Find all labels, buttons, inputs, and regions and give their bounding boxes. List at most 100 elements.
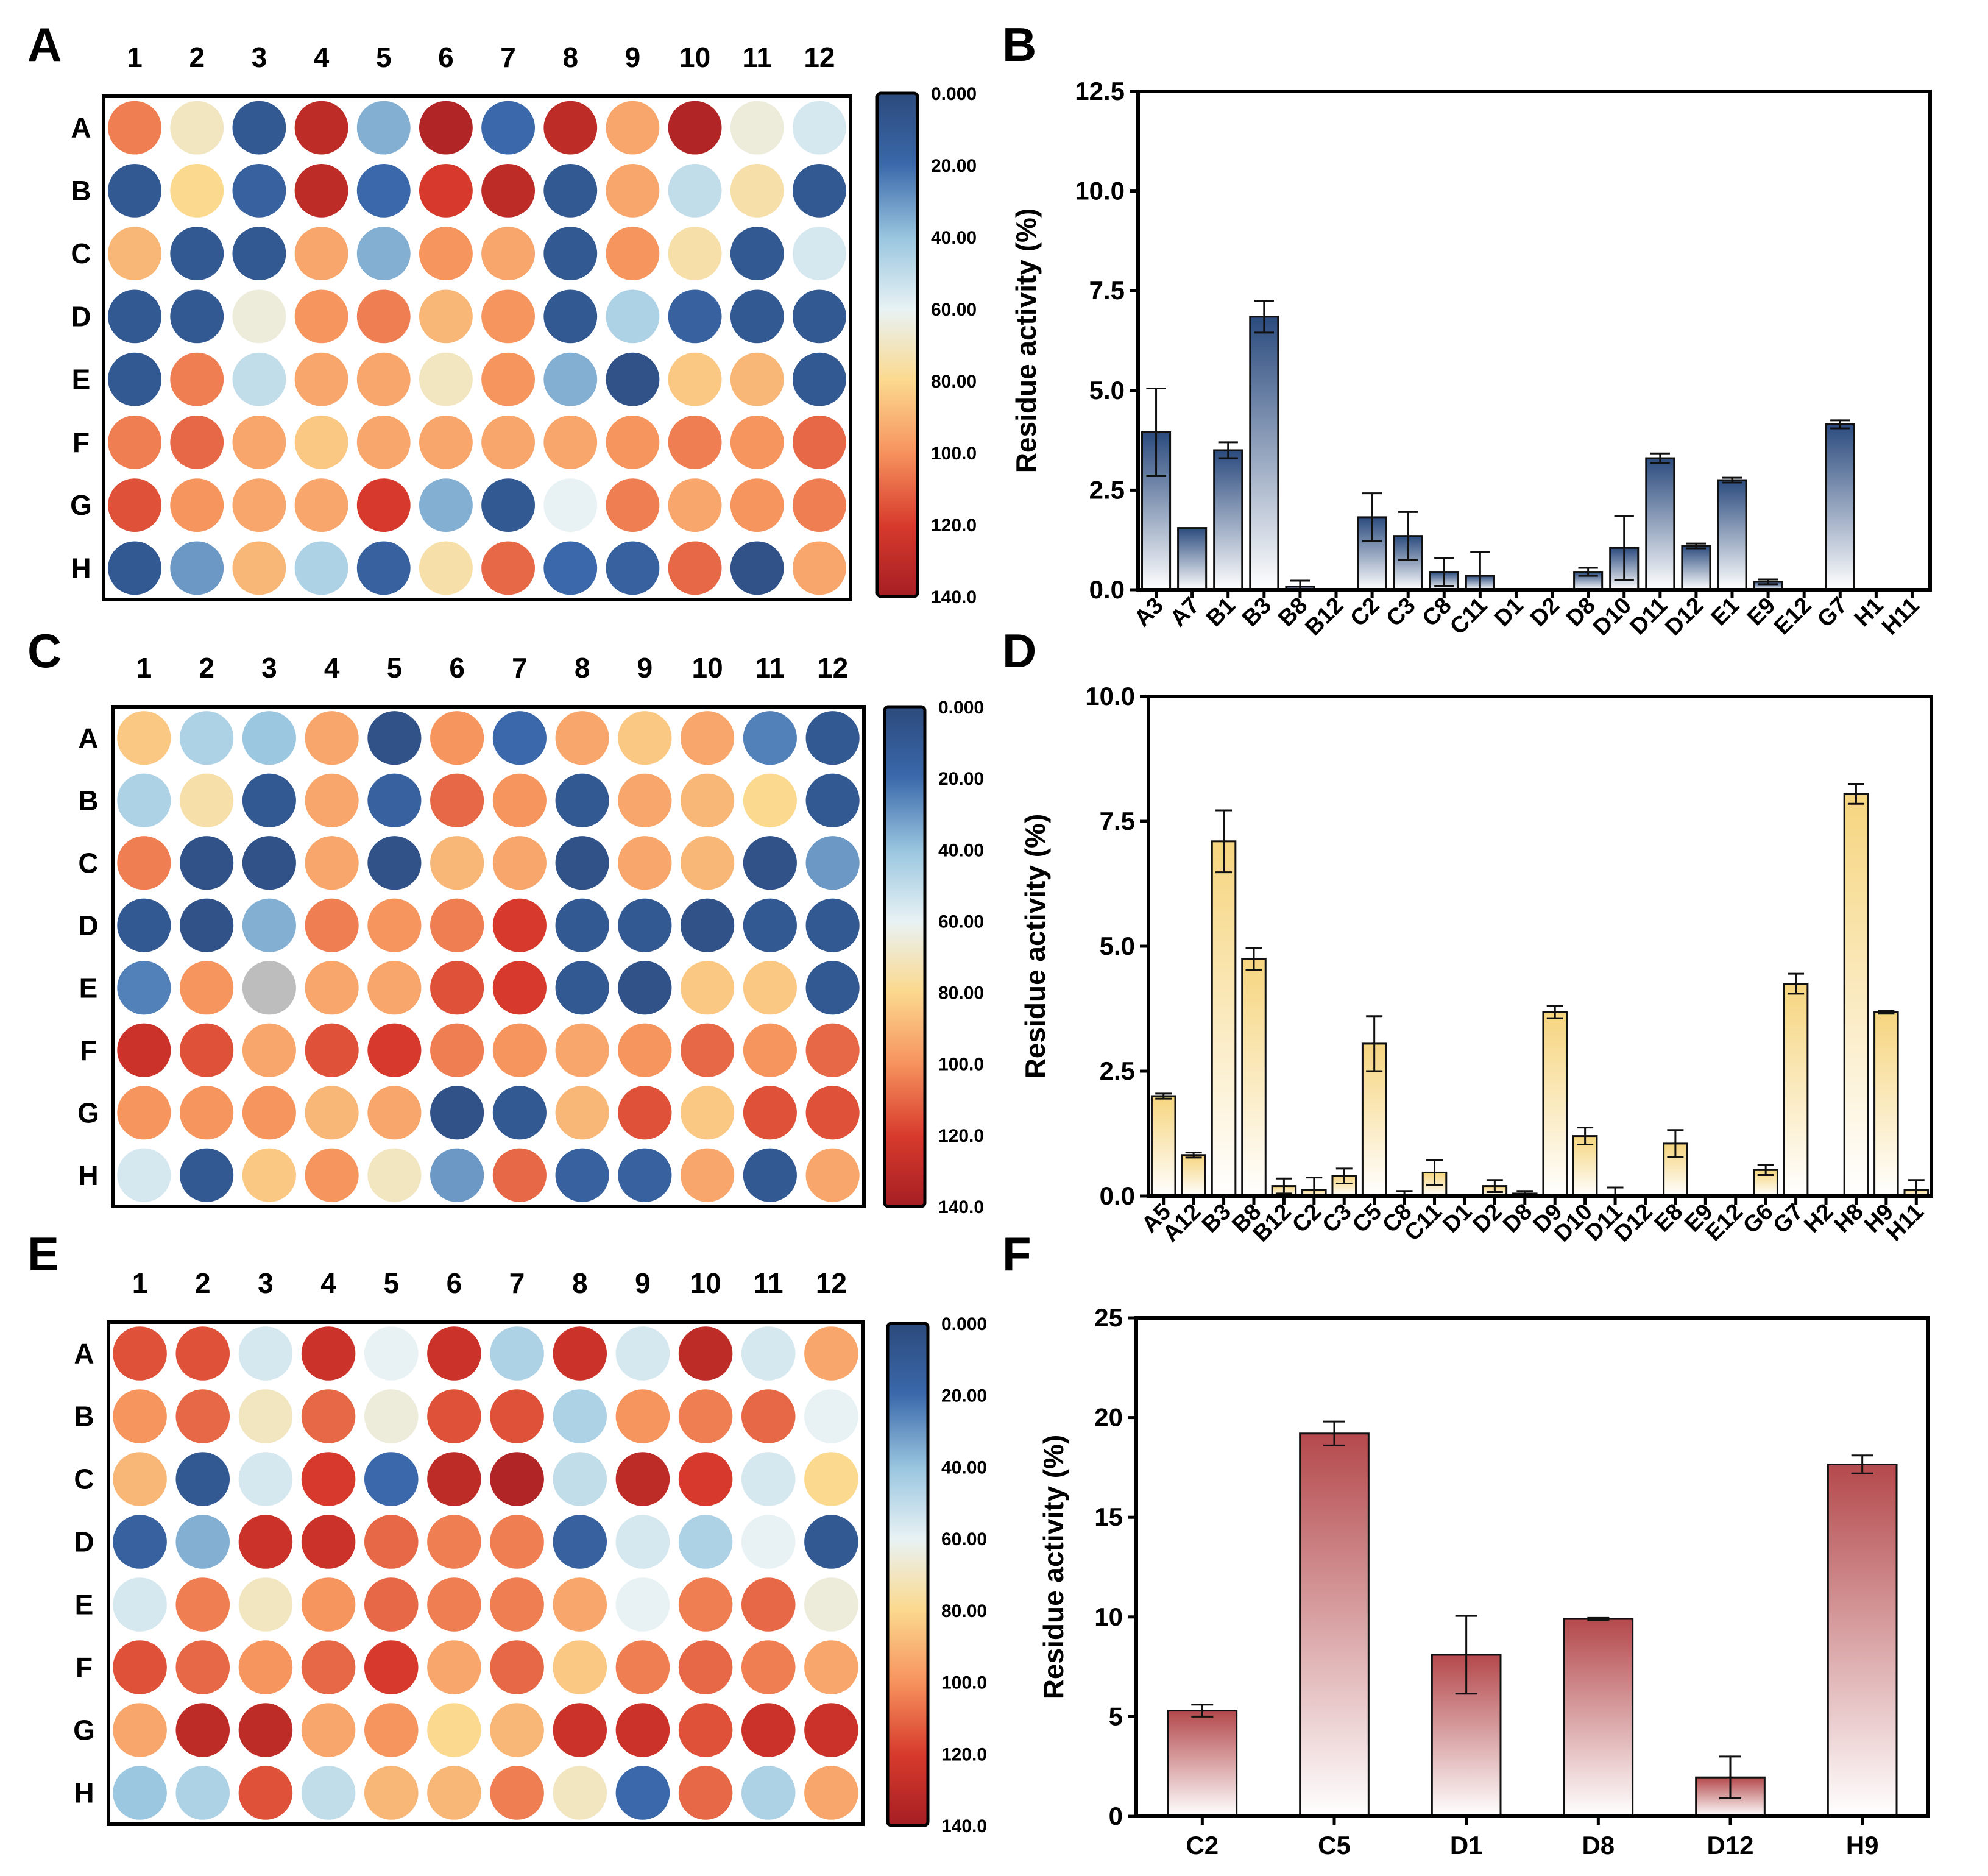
- well-F10: [681, 1023, 735, 1077]
- column-label-9: 9: [635, 1267, 651, 1299]
- well-H6: [427, 1766, 481, 1820]
- well-B3: [238, 1389, 293, 1443]
- well-C1: [108, 227, 162, 281]
- x-tick-label-D11: D11: [1625, 593, 1673, 640]
- x-tick-label-C5: C5: [1318, 1831, 1351, 1860]
- well-G1: [117, 1086, 171, 1140]
- well-A1: [108, 101, 162, 155]
- y-axis-label: Residue activity (%): [1019, 814, 1051, 1079]
- colorbar-tick: 60.00: [941, 1529, 987, 1549]
- well-H4: [301, 1766, 356, 1820]
- well-F2: [170, 415, 224, 469]
- well-G9: [615, 1703, 670, 1757]
- well-B5: [367, 773, 422, 827]
- y-tick-label: 0: [1109, 1802, 1123, 1830]
- well-D5: [367, 898, 422, 952]
- plate-border: [102, 94, 852, 601]
- well-B7: [490, 1389, 544, 1443]
- well-A6: [427, 1326, 481, 1381]
- row-label-A: A: [74, 1338, 94, 1370]
- well-B4: [301, 1389, 356, 1443]
- well-H12: [805, 1148, 860, 1202]
- well-G7: [490, 1703, 544, 1757]
- well-E12: [805, 961, 860, 1015]
- well-D4: [301, 1515, 356, 1569]
- x-tick-label-B12: B12: [1248, 1199, 1296, 1247]
- plate-heatmap-c: 1 2 3 4 5 6 7 8 9 10 11 12ABCDEFGH0.00020.0040.0060…: [77, 652, 984, 1217]
- well-C3: [242, 836, 296, 890]
- well-F7: [481, 415, 536, 469]
- well-F3: [232, 415, 286, 469]
- colorbar-tick: 80.00: [938, 983, 984, 1003]
- colorbar-tick: 40.00: [938, 840, 984, 860]
- well-D12: [804, 1515, 858, 1569]
- bar-chart-d: 0.02.55.07.510.0A5A12B3B8B12C2C3C5C8C11D…: [1019, 682, 1933, 1247]
- well-C6: [427, 1452, 481, 1506]
- well-H2: [170, 541, 224, 595]
- well-A12: [792, 101, 846, 155]
- well-G6: [419, 478, 473, 533]
- column-label-5: 5: [383, 1267, 399, 1299]
- column-label-3: 3: [261, 652, 277, 684]
- bar-A5: [1150, 1095, 1176, 1197]
- well-D10: [678, 1515, 733, 1569]
- column-label-8: 8: [575, 652, 590, 684]
- colorbar-tick: 20.00: [941, 1386, 987, 1406]
- well-C12: [805, 836, 860, 890]
- well-B8: [553, 1389, 607, 1443]
- x-tick-label-C11: C11: [1399, 1199, 1447, 1247]
- well-D1: [113, 1515, 167, 1569]
- y-axis-label: Residue activity (%): [1010, 208, 1042, 473]
- well-E7: [481, 352, 536, 406]
- x-tick-label-A12: A12: [1158, 1199, 1206, 1247]
- well-F12: [805, 1023, 860, 1077]
- well-H5: [356, 541, 411, 595]
- well-B1: [108, 163, 162, 218]
- x-tick-label-D12: D12: [1707, 1831, 1753, 1860]
- well-E10: [668, 352, 722, 406]
- well-D7: [481, 289, 536, 344]
- colorbar-tick: 80.00: [931, 372, 977, 392]
- column-label-1: 1: [127, 41, 143, 73]
- row-label-D: D: [78, 910, 98, 941]
- well-B5: [356, 163, 411, 218]
- well-E6: [430, 961, 484, 1015]
- well-A2: [170, 101, 224, 155]
- y-tick-label: 2.5: [1089, 475, 1125, 504]
- well-F12: [792, 415, 846, 469]
- well-G4: [294, 478, 348, 533]
- plate-heatmap-e: 1 2 3 4 5 6 7 8 9 10 11 12ABCDEFGH0.00020.0040.0060…: [73, 1267, 987, 1836]
- column-label-10: 10: [690, 1267, 721, 1299]
- well-F9: [615, 1640, 670, 1694]
- well-E11: [743, 961, 797, 1015]
- column-label-4: 4: [320, 1267, 336, 1299]
- x-tick-label-B12: B12: [1300, 593, 1348, 641]
- well-F9: [618, 1023, 672, 1077]
- well-C3: [232, 227, 286, 281]
- well-B12: [792, 163, 846, 218]
- row-label-C: C: [78, 847, 98, 879]
- colorbar-tick: 60.00: [938, 911, 984, 932]
- well-C11: [743, 836, 797, 890]
- colorbar: [883, 705, 927, 1208]
- well-D7: [492, 898, 547, 952]
- well-E10: [678, 1577, 733, 1632]
- well-G8: [543, 478, 598, 533]
- well-E8: [555, 961, 609, 1015]
- colorbar-tick: 140.0: [941, 1816, 987, 1836]
- well-F8: [553, 1640, 607, 1694]
- well-G5: [356, 478, 411, 533]
- bar-B3: [1211, 840, 1237, 1197]
- well-E9: [615, 1577, 670, 1632]
- well-D4: [294, 289, 348, 344]
- well-G3: [232, 478, 286, 533]
- well-E6: [427, 1577, 481, 1632]
- column-label-5: 5: [387, 652, 403, 684]
- well-H3: [232, 541, 286, 595]
- plate-border: [111, 705, 866, 1208]
- well-E7: [490, 1577, 544, 1632]
- well-F4: [294, 415, 348, 469]
- well-C1: [113, 1452, 167, 1506]
- well-B4: [305, 773, 359, 827]
- well-G6: [430, 1086, 484, 1140]
